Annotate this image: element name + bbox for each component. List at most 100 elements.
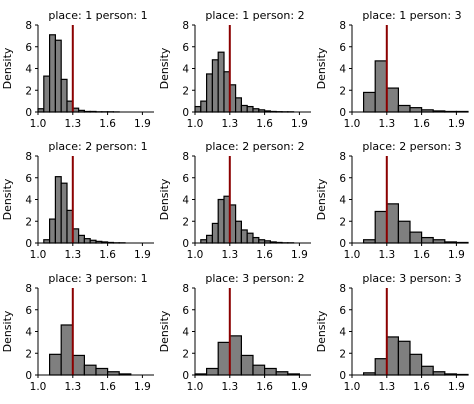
y-tick-label: 6 bbox=[339, 305, 346, 317]
y-tick-label: 6 bbox=[182, 305, 189, 317]
histogram-bar bbox=[397, 104, 411, 113]
x-tick-label: 1.9 bbox=[448, 118, 465, 130]
panel-title: place: 2 person: 2 bbox=[205, 140, 304, 153]
y-tick-label: 0 bbox=[339, 238, 346, 250]
y-tick-label: 0 bbox=[25, 238, 32, 250]
histogram-panel: place: 1 person: 2 Density 0 2 4 6 8 1.0 1.3 1.6 1… bbox=[158, 9, 311, 130]
histogram-panel: place: 2 person: 1 Density 0 2 4 6 8 1.0 1.3 1.6 1… bbox=[1, 140, 154, 261]
y-axis-label: Density bbox=[158, 178, 171, 220]
histogram-bar bbox=[211, 222, 219, 244]
histogram-panel: place: 3 person: 2 Density 0 2 4 6 8 1.0 1.3 1.6 1… bbox=[158, 272, 311, 393]
histogram-bar bbox=[83, 364, 97, 376]
panel-title: place: 3 person: 1 bbox=[48, 272, 147, 285]
y-axis-label: Density bbox=[1, 178, 14, 220]
y-tick-label: 6 bbox=[339, 173, 346, 185]
y-tick-label: 6 bbox=[25, 42, 32, 54]
x-tick-label: 1.3 bbox=[378, 118, 395, 130]
y-axis-label: Density bbox=[158, 47, 171, 89]
y-tick-label: 8 bbox=[339, 20, 346, 32]
x-tick-label: 1.0 bbox=[187, 118, 204, 130]
histogram-bar bbox=[217, 198, 225, 244]
histogram-panel: place: 3 person: 1 Density 0 2 4 6 8 1.0 1.3 1.6 1… bbox=[1, 272, 154, 393]
panel-title: place: 2 person: 1 bbox=[48, 140, 147, 153]
y-tick-label: 4 bbox=[182, 64, 189, 76]
histogram-bar bbox=[421, 236, 434, 244]
histogram-panel: place: 2 person: 2 Density 0 2 4 6 8 1.0 1.3 1.6 1… bbox=[158, 140, 311, 261]
x-tick-label: 1.9 bbox=[291, 381, 308, 393]
histogram-bar bbox=[363, 91, 376, 113]
x-tick-label: 1.9 bbox=[291, 249, 308, 261]
histogram-bar bbox=[60, 182, 68, 244]
y-tick-label: 2 bbox=[182, 348, 189, 360]
x-tick-label: 1.3 bbox=[221, 118, 238, 130]
histogram-panel: place: 3 person: 3 Density 0 2 4 6 8 1.0 1.3 1.6 1… bbox=[315, 272, 469, 393]
y-axis-label: Density bbox=[315, 47, 328, 89]
histogram-bar bbox=[235, 220, 243, 244]
histogram-bar bbox=[72, 354, 86, 376]
y-tick-label: 8 bbox=[182, 151, 189, 163]
histogram-bar bbox=[409, 107, 423, 113]
x-tick-label: 1.0 bbox=[187, 381, 204, 393]
y-tick-label: 4 bbox=[182, 195, 189, 207]
x-tick-label: 1.3 bbox=[64, 118, 81, 130]
y-tick-label: 8 bbox=[25, 283, 32, 295]
x-tick-label: 1.3 bbox=[378, 381, 395, 393]
histogram-bar bbox=[240, 229, 248, 244]
x-tick-label: 1.3 bbox=[64, 249, 81, 261]
x-tick-label: 1.6 bbox=[256, 249, 273, 261]
y-tick-label: 8 bbox=[182, 20, 189, 32]
x-tick-label: 1.0 bbox=[30, 118, 47, 130]
histogram-bar bbox=[386, 336, 399, 376]
histogram-bar bbox=[397, 220, 411, 244]
x-tick-label: 1.0 bbox=[30, 381, 47, 393]
y-tick-label: 0 bbox=[182, 107, 189, 119]
histogram-bar bbox=[217, 341, 231, 376]
y-tick-label: 2 bbox=[25, 216, 32, 228]
y-tick-label: 8 bbox=[25, 151, 32, 163]
histogram-bar bbox=[252, 236, 260, 244]
x-tick-label: 1.6 bbox=[413, 381, 430, 393]
panel-title: place: 3 person: 3 bbox=[362, 272, 461, 285]
y-tick-label: 2 bbox=[182, 85, 189, 97]
histogram-bar bbox=[200, 100, 208, 113]
y-tick-label: 2 bbox=[25, 85, 32, 97]
x-tick-label: 1.6 bbox=[256, 381, 273, 393]
x-tick-label: 1.3 bbox=[378, 249, 395, 261]
x-tick-label: 1.0 bbox=[344, 249, 361, 261]
histogram-bar bbox=[48, 353, 62, 376]
histogram-bar bbox=[48, 218, 56, 244]
y-tick-label: 2 bbox=[339, 216, 346, 228]
y-tick-label: 4 bbox=[339, 327, 346, 339]
y-tick-label: 6 bbox=[182, 42, 189, 54]
y-tick-label: 6 bbox=[182, 173, 189, 185]
y-tick-label: 4 bbox=[339, 195, 346, 207]
y-tick-label: 0 bbox=[182, 238, 189, 250]
y-tick-label: 2 bbox=[339, 85, 346, 97]
histogram-bar bbox=[54, 176, 62, 244]
x-tick-label: 1.6 bbox=[99, 381, 116, 393]
histogram-panel: place: 1 person: 1 Density 0 2 4 6 8 1.0 1.3 1.6 1… bbox=[1, 9, 154, 130]
histogram-bar bbox=[206, 367, 219, 376]
histogram-bar bbox=[217, 51, 225, 113]
y-axis-label: Density bbox=[1, 310, 14, 352]
y-tick-label: 0 bbox=[25, 370, 32, 382]
histogram-bar bbox=[374, 358, 388, 376]
histogram-bar bbox=[43, 75, 51, 113]
histogram-bar bbox=[386, 203, 399, 244]
y-tick-label: 4 bbox=[339, 64, 346, 76]
y-tick-label: 4 bbox=[25, 327, 32, 339]
histogram-bar bbox=[77, 234, 85, 244]
histogram-bar bbox=[211, 59, 219, 113]
histogram-bar bbox=[240, 354, 254, 376]
histogram-bar bbox=[60, 324, 74, 376]
histogram-bar bbox=[264, 367, 277, 376]
x-tick-label: 1.9 bbox=[134, 118, 151, 130]
x-tick-label: 1.0 bbox=[187, 249, 204, 261]
histogram-bar bbox=[409, 353, 423, 376]
y-tick-label: 4 bbox=[182, 327, 189, 339]
histogram-bar bbox=[54, 39, 62, 113]
y-tick-label: 2 bbox=[339, 348, 346, 360]
histogram-panel: place: 1 person: 3 Density 0 2 4 6 8 1.0 1.3 1.6 1… bbox=[315, 9, 469, 130]
y-tick-label: 8 bbox=[182, 283, 189, 295]
